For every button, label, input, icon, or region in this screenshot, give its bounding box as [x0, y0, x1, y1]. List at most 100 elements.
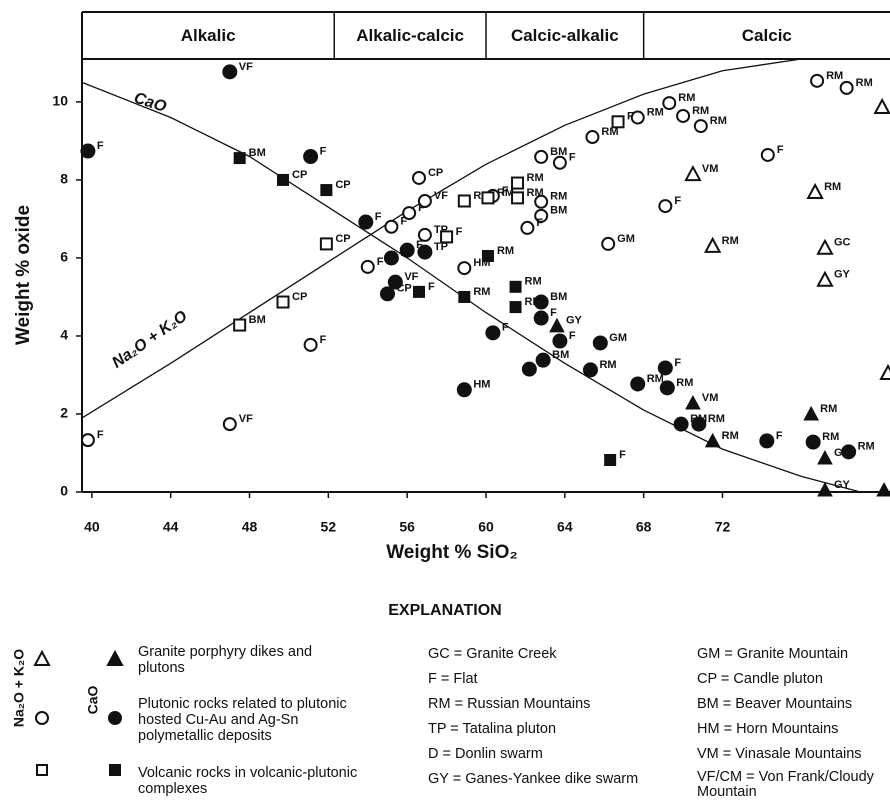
- data-point: [511, 176, 525, 190]
- point-label: F: [776, 430, 783, 442]
- region-label: Alkalic: [181, 26, 236, 45]
- abbreviation: GY = Ganes-Yankee dike swarm: [428, 771, 639, 787]
- abbreviation: VM = Vinasale Mountains: [697, 746, 862, 762]
- data-point: [704, 432, 721, 448]
- data-point: [276, 295, 290, 309]
- data-point: [509, 301, 522, 314]
- point-label: RM: [722, 235, 739, 247]
- point-label: RM: [822, 431, 839, 443]
- data-point: [80, 143, 96, 159]
- data-point: [693, 119, 708, 134]
- point-label: VF: [239, 61, 253, 73]
- trend-curve: [81, 81, 861, 493]
- legend-oxide-label: Na₂O + K₂O: [11, 649, 27, 727]
- point-label: F: [674, 357, 681, 369]
- data-point: [533, 310, 549, 326]
- point-label: F: [502, 185, 509, 197]
- point-label: GY: [834, 479, 851, 491]
- data-point: [402, 206, 417, 221]
- data-point: [604, 454, 617, 467]
- data-point: [759, 433, 775, 449]
- x-tick-label: 68: [636, 519, 652, 535]
- point-label: RM: [601, 126, 618, 138]
- curve-label: Na₂O + K₂O: [109, 307, 191, 371]
- data-point: [703, 236, 722, 253]
- data-point: [399, 242, 415, 258]
- data-point: [440, 230, 454, 244]
- point-label: CP: [335, 233, 350, 245]
- point-label: GM: [609, 332, 627, 344]
- point-label: RM: [497, 187, 514, 199]
- data-point: [509, 280, 522, 293]
- data-point: [233, 152, 246, 165]
- data-point: [303, 337, 318, 352]
- data-point: [611, 115, 625, 129]
- point-label: CP: [428, 167, 443, 179]
- x-tick-label: 56: [399, 519, 415, 535]
- data-point: [379, 286, 395, 302]
- data-point: [384, 219, 399, 234]
- point-label: RM: [826, 70, 843, 82]
- data-point: [534, 194, 549, 209]
- explanation-title: EXPLANATION: [388, 602, 501, 619]
- point-label: BM: [550, 205, 567, 217]
- x-tick-label: 48: [242, 519, 258, 535]
- point-label: RM: [525, 276, 542, 288]
- point-label: F: [320, 145, 327, 157]
- point-label: F: [418, 202, 425, 214]
- point-label: RM: [647, 373, 664, 385]
- point-label: F: [377, 256, 384, 268]
- legend-text: Plutonic rocks related to plutonic hoste…: [138, 696, 347, 744]
- data-point: [277, 173, 290, 186]
- point-label: F: [536, 217, 543, 229]
- point-label: F: [777, 144, 784, 156]
- curve-label: CaO: [132, 90, 169, 117]
- data-point: [417, 193, 432, 208]
- y-axis-label: Weight % oxide: [13, 205, 34, 345]
- point-label: GC: [834, 237, 851, 249]
- data-point: [817, 450, 833, 465]
- point-label: RM: [473, 286, 490, 298]
- data-point: [657, 360, 673, 376]
- point-label: BM: [550, 146, 567, 158]
- data-point: [662, 96, 677, 111]
- data-point: [630, 110, 645, 125]
- point-label: HM: [473, 379, 490, 391]
- legend-oxide-label: CaO: [85, 686, 101, 715]
- data-point: [417, 227, 432, 242]
- point-label: RM: [824, 181, 841, 193]
- point-label: RM: [858, 441, 875, 453]
- point-label: RM: [550, 191, 567, 203]
- legend-symbol: [33, 649, 51, 666]
- y-tick-label: 2: [60, 405, 68, 421]
- legend-symbol: [36, 764, 48, 776]
- abbreviation: F = Flat: [428, 671, 478, 687]
- abbreviation: RM = Russian Mountains: [428, 696, 591, 712]
- data-point: [383, 250, 399, 266]
- data-point: [676, 108, 691, 123]
- data-point: [456, 382, 472, 398]
- data-point: [582, 362, 598, 378]
- data-point: [412, 285, 425, 298]
- data-point: [417, 244, 433, 260]
- point-label: F: [674, 195, 681, 207]
- point-label: RM: [527, 187, 544, 199]
- point-label: CP: [292, 291, 307, 303]
- point-label: RM: [676, 377, 693, 389]
- data-point: [805, 434, 821, 450]
- x-tick-label: 72: [715, 519, 731, 535]
- data-point: [320, 184, 333, 197]
- data-point: [552, 333, 568, 349]
- data-point: [876, 481, 890, 497]
- abbreviation: BM = Beaver Mountains: [697, 696, 853, 712]
- data-point: [552, 155, 567, 170]
- point-label: VM: [702, 392, 719, 404]
- data-point: [222, 417, 237, 432]
- data-point: [358, 214, 374, 230]
- point-label: RM: [497, 245, 514, 257]
- data-point: [841, 444, 857, 460]
- data-point: [691, 416, 707, 432]
- point-label: F: [569, 152, 576, 164]
- point-label: RM: [599, 359, 616, 371]
